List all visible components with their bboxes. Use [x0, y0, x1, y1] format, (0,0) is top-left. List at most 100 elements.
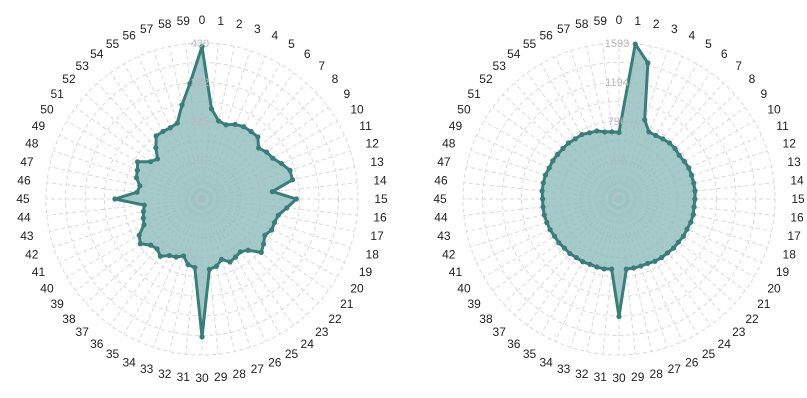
data-point [213, 263, 219, 270]
grid-spoke [555, 198, 620, 342]
category-label: 28 [650, 367, 664, 381]
data-point [550, 158, 556, 164]
grid-spoke [201, 198, 295, 326]
grid-spoke [75, 106, 203, 200]
data-point [174, 120, 180, 126]
grid-spoke [492, 198, 620, 292]
category-label: 25 [702, 347, 716, 361]
radial-tick-label: 1194 [605, 77, 629, 89]
grid-spoke [201, 198, 251, 348]
category-label: 30 [612, 371, 626, 385]
category-label: 7 [318, 59, 325, 73]
grid-spoke [618, 198, 636, 355]
category-label: 53 [76, 59, 90, 73]
data-point [675, 239, 682, 245]
data-point [573, 255, 580, 261]
category-label: 50 [457, 103, 471, 117]
category-label: 1 [217, 14, 224, 28]
radial-tick-label: 0 [197, 194, 203, 206]
data-point [148, 242, 154, 248]
category-label: 22 [328, 312, 342, 326]
data-point [134, 189, 140, 195]
category-label: 11 [359, 119, 372, 133]
data-point [691, 180, 697, 186]
category-label: 45 [16, 192, 30, 206]
data-point [645, 60, 651, 66]
category-label: 53 [493, 59, 507, 73]
category-label: 19 [776, 265, 790, 279]
data-point [646, 129, 652, 135]
category-label: 33 [140, 362, 154, 376]
grid-spoke [618, 198, 746, 292]
category-label: 45 [433, 192, 447, 206]
category-label: 56 [123, 28, 137, 42]
radial-tick-label: 1593 [605, 38, 629, 50]
data-point [676, 152, 682, 158]
data-point [167, 125, 173, 131]
data-point [561, 245, 568, 251]
data-point [547, 227, 553, 233]
data-point [540, 204, 546, 210]
category-label: 59 [177, 14, 191, 28]
category-label: 8 [749, 72, 756, 86]
category-label: 11 [776, 119, 789, 133]
category-label: 18 [366, 247, 380, 261]
data-point [690, 212, 696, 218]
data-point [199, 334, 205, 340]
category-label: 25 [285, 347, 299, 361]
data-point [180, 253, 187, 259]
data-point [166, 252, 172, 259]
data-point [555, 151, 561, 157]
category-label: 33 [557, 362, 571, 376]
data-point [199, 44, 205, 50]
category-label: 30 [195, 371, 209, 385]
grid-spoke [85, 94, 203, 200]
data-point [237, 249, 243, 255]
data-point [580, 259, 586, 265]
grid-spoke [201, 198, 338, 278]
data-point [140, 215, 146, 221]
data-point [688, 219, 694, 225]
grid-spoke [618, 198, 668, 348]
grid-spoke [59, 135, 203, 200]
grid-spoke [618, 198, 712, 326]
data-point [594, 128, 600, 134]
grid-spoke [540, 198, 620, 335]
grid-spoke [526, 72, 620, 200]
data-point [134, 167, 140, 173]
category-label: 10 [350, 103, 364, 117]
data-point [192, 264, 198, 271]
category-label: 44 [17, 211, 31, 225]
data-point [684, 226, 690, 232]
data-point [154, 156, 161, 162]
grid-spoke [46, 198, 203, 216]
category-label: 55 [106, 37, 120, 51]
data-point [187, 80, 193, 87]
category-label: 32 [575, 367, 589, 381]
category-label: 51 [468, 87, 482, 101]
category-label: 27 [251, 362, 265, 376]
category-label: 29 [631, 370, 645, 384]
category-label: 3 [254, 22, 261, 36]
grid-spoke [618, 198, 755, 278]
category-label: 59 [594, 14, 608, 28]
data-point [623, 266, 629, 272]
data-point [540, 196, 546, 202]
data-point [602, 129, 608, 135]
data-point [206, 266, 212, 272]
grid-spoke [618, 198, 736, 304]
data-point [660, 136, 666, 142]
category-label: 35 [523, 347, 537, 361]
category-label: 5 [705, 37, 712, 51]
data-point [245, 247, 251, 253]
data-point [227, 259, 233, 265]
category-label: 14 [790, 173, 804, 187]
radial-tick-label: 398 [608, 155, 626, 167]
data-point [179, 102, 185, 108]
category-label: 58 [158, 17, 172, 31]
data-point [631, 265, 637, 271]
category-label: 41 [32, 265, 46, 279]
category-label: 47 [20, 155, 34, 169]
category-label: 6 [721, 47, 728, 61]
grid-spoke [153, 198, 203, 348]
